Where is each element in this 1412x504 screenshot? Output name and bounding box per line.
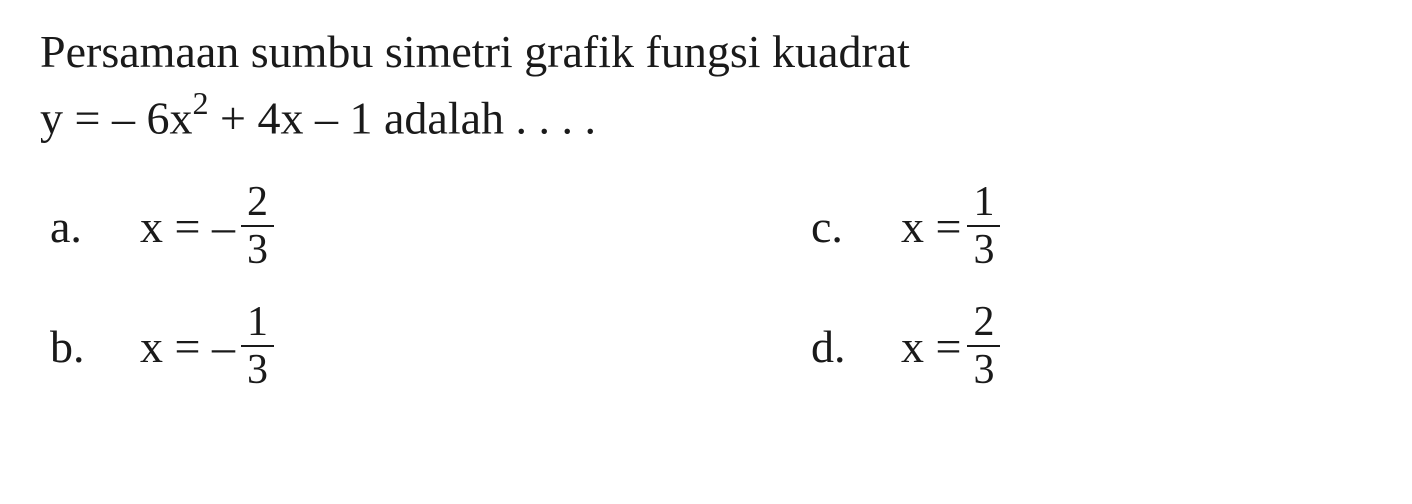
option-c-fraction: 1 3 <box>967 181 1000 271</box>
option-b: b. x = – 1 3 <box>50 301 611 391</box>
option-c-denominator: 3 <box>967 225 1000 271</box>
question-line2-prefix: y = – 6x <box>40 93 192 144</box>
option-a-numerator: 2 <box>241 181 274 225</box>
options-grid: a. x = – 2 3 c. x = 1 3 b. x = – 1 3 <box>40 181 1372 391</box>
option-d-label: d. <box>811 320 851 373</box>
option-b-denominator: 3 <box>241 345 274 391</box>
option-a-fraction: 2 3 <box>241 181 274 271</box>
option-d: d. x = 2 3 <box>811 301 1372 391</box>
option-b-numerator: 1 <box>241 301 274 345</box>
option-b-fraction: 1 3 <box>241 301 274 391</box>
option-a-prefix: x = – <box>140 200 235 253</box>
option-c-content: x = 1 3 <box>901 181 1000 271</box>
option-d-denominator: 3 <box>967 345 1000 391</box>
option-d-content: x = 2 3 <box>901 301 1000 391</box>
option-b-prefix: x = – <box>140 320 235 373</box>
question-text: Persamaan sumbu simetri grafik fungsi ku… <box>40 20 1372 151</box>
option-a-denominator: 3 <box>241 225 274 271</box>
question-line1: Persamaan sumbu simetri grafik fungsi ku… <box>40 26 910 77</box>
option-b-content: x = – 1 3 <box>140 301 274 391</box>
option-c-prefix: x = <box>901 200 961 253</box>
option-c-label: c. <box>811 200 851 253</box>
option-a: a. x = – 2 3 <box>50 181 611 271</box>
option-a-content: x = – 2 3 <box>140 181 274 271</box>
option-c: c. x = 1 3 <box>811 181 1372 271</box>
option-d-numerator: 2 <box>967 301 1000 345</box>
question-line2-suffix: + 4x – 1 adalah . . . . <box>209 93 596 144</box>
question-exponent: 2 <box>192 85 208 121</box>
option-c-numerator: 1 <box>967 181 1000 225</box>
option-a-label: a. <box>50 200 90 253</box>
option-b-label: b. <box>50 320 90 373</box>
option-d-prefix: x = <box>901 320 961 373</box>
option-d-fraction: 2 3 <box>967 301 1000 391</box>
